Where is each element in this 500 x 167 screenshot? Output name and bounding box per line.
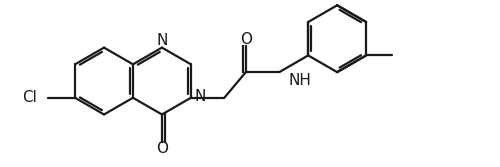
Text: N: N (194, 89, 205, 104)
Text: N: N (156, 33, 168, 48)
Text: O: O (240, 32, 252, 47)
Text: NH: NH (288, 73, 311, 89)
Text: Cl: Cl (22, 90, 37, 105)
Text: O: O (156, 141, 168, 156)
